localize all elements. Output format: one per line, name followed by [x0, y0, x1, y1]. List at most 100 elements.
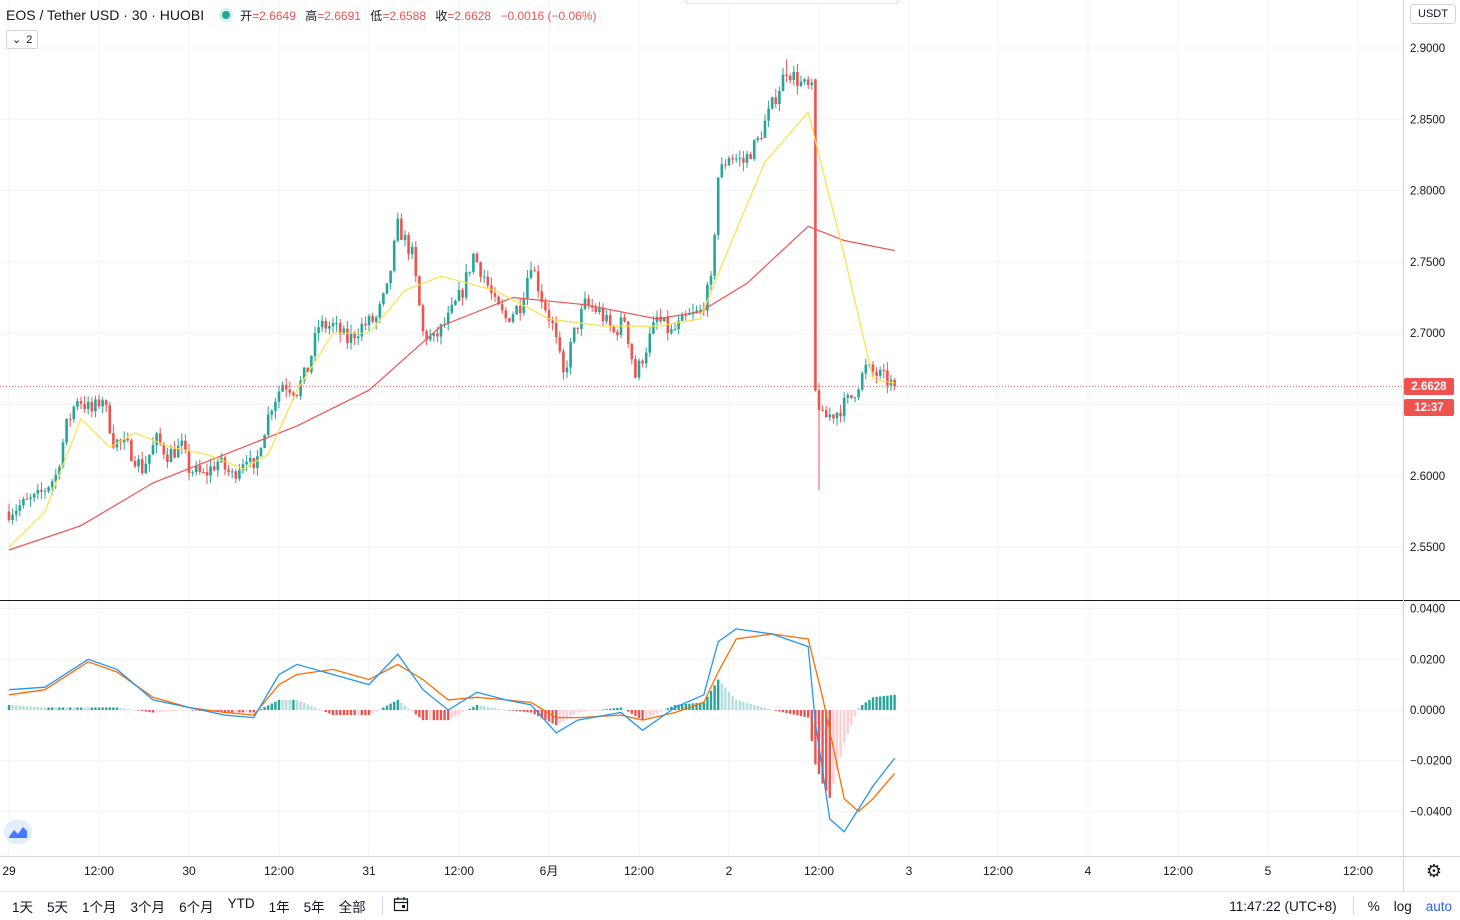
candle-body	[371, 316, 374, 322]
candle-body	[385, 283, 389, 294]
range-button[interactable]: 全部	[338, 900, 366, 915]
range-button[interactable]: 1天	[12, 900, 34, 915]
range-button[interactable]: YTD	[227, 896, 255, 911]
candle-body	[734, 158, 738, 160]
candle-body	[216, 461, 220, 471]
candle-body	[724, 164, 727, 166]
histogram-bar	[241, 710, 245, 713]
candle-body	[468, 271, 472, 273]
histogram-bar	[169, 710, 173, 712]
histogram-bar	[191, 710, 194, 711]
range-button[interactable]: 1个月	[82, 900, 117, 915]
candle-body	[176, 445, 180, 458]
gear-icon[interactable]: ⚙	[1425, 860, 1443, 881]
candle-body	[785, 74, 788, 76]
range-button[interactable]: 1年	[268, 900, 290, 915]
candle-body	[738, 158, 742, 160]
range-button[interactable]: 5年	[303, 900, 325, 915]
tradingview-logo-icon[interactable]	[4, 820, 32, 844]
histogram-bar	[43, 707, 47, 710]
histogram-bar	[771, 710, 774, 711]
clock-timezone[interactable]: 11:47:22 (UTC+8)	[1229, 898, 1337, 914]
histogram-bar	[123, 708, 126, 710]
histogram-bar	[371, 710, 374, 714]
auto-scale-toggle[interactable]: auto	[1425, 898, 1452, 914]
range-button[interactable]: 3个月	[130, 900, 166, 915]
histogram-bar	[810, 710, 813, 742]
histogram-bar	[763, 707, 767, 710]
histogram-bar	[418, 710, 421, 718]
ma-slow-line	[8, 225, 895, 551]
currency-button[interactable]: USDT	[1410, 4, 1456, 24]
macd-axis-label: 0.0200	[1410, 654, 1445, 666]
histogram-bar	[360, 710, 363, 716]
price-axis: 2.90002.85002.80002.75002.70002.65002.60…	[1410, 43, 1445, 554]
calendar-icon[interactable]	[393, 896, 409, 916]
symbol-title[interactable]: EOS / Tether USD · 30 · HUOBI	[6, 7, 205, 23]
candle-body	[605, 315, 608, 322]
histogram-bar	[630, 710, 633, 714]
histogram-bar	[713, 685, 716, 710]
histogram-bar	[378, 709, 381, 710]
candle-body	[871, 364, 875, 372]
histogram-bar	[648, 710, 651, 717]
candle-body	[446, 312, 450, 325]
candle-body	[277, 391, 281, 402]
candle-body	[112, 433, 115, 448]
histogram-bar	[619, 707, 623, 710]
histogram-bar	[799, 710, 803, 717]
histogram-bar	[292, 699, 295, 710]
candle-body	[821, 409, 824, 411]
candle-body	[508, 318, 511, 322]
candle-body	[673, 329, 677, 331]
time-axis-label: 12:00	[804, 864, 834, 878]
histogram-bar	[605, 709, 608, 710]
histogram-bar	[447, 710, 450, 721]
bottom-toolbar: 1天 5天 1个月 3个月 6个月 YTD 1年 5年 全部 11:47:22 (UTC+8) …	[0, 891, 1460, 920]
candle-body	[634, 359, 637, 378]
toolbar-handle[interactable]	[686, 0, 898, 4]
candle-body	[806, 79, 810, 86]
histogram-bar	[796, 710, 799, 716]
candle-body	[792, 71, 796, 81]
time-axis-label: 29	[2, 864, 16, 878]
histogram-bar	[493, 708, 497, 710]
candle-body	[130, 440, 133, 462]
histogram-bar	[627, 710, 630, 712]
studies-toggle-button[interactable]: ⌄ 2	[6, 30, 39, 49]
histogram-bar	[335, 710, 338, 716]
main-chart[interactable]: 2.90002.85002.80002.75002.70002.65002.60…	[0, 0, 1460, 891]
low-label: 低	[370, 8, 383, 23]
histogram-bar	[51, 707, 54, 710]
candle-body	[346, 328, 349, 344]
log-scale-toggle[interactable]: log	[1393, 898, 1412, 914]
candle-body	[436, 333, 439, 337]
histogram-bar	[267, 705, 270, 710]
candle-body	[475, 253, 479, 263]
histogram-bar	[835, 710, 839, 771]
histogram-bar	[288, 699, 291, 710]
histogram-bar	[303, 702, 306, 710]
histogram-bar	[414, 710, 417, 715]
candle-body	[857, 389, 860, 398]
range-button[interactable]: 6个月	[179, 900, 214, 915]
toolbar-divider	[1352, 897, 1354, 915]
candle-body	[310, 356, 313, 373]
candle-body	[644, 352, 648, 364]
histogram-bar	[756, 705, 759, 710]
candle-body	[479, 262, 482, 277]
histogram-bar	[702, 702, 705, 710]
percent-scale-toggle[interactable]: %	[1367, 898, 1380, 914]
candle-body	[450, 304, 454, 313]
histogram-bar	[652, 710, 655, 716]
price-axis-label: 2.9000	[1410, 43, 1445, 55]
bar-countdown-tag: 12:37	[1404, 399, 1454, 416]
histogram-bar	[504, 710, 507, 711]
histogram-bar	[389, 703, 392, 710]
histogram-bar	[295, 699, 299, 710]
time-axis-label: 2	[726, 864, 733, 878]
range-button[interactable]: 5天	[47, 900, 69, 915]
histogram-bar	[519, 710, 522, 712]
histogram-bar	[846, 710, 849, 735]
macd-axis-label: −0.0400	[1410, 806, 1452, 818]
